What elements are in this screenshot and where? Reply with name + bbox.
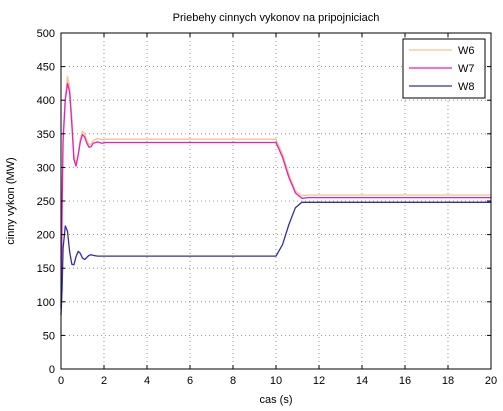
y-tick-label: 50: [43, 330, 55, 342]
x-tick-label: 12: [313, 375, 325, 387]
legend-label-w7: W7: [458, 63, 475, 75]
y-tick-label: 250: [37, 196, 55, 208]
x-tick-label: 2: [101, 375, 107, 387]
series-line-w6: [60, 76, 491, 302]
x-tick-label: 14: [356, 375, 368, 387]
x-tick-label: 16: [399, 375, 411, 387]
y-tick-label: 450: [37, 62, 55, 74]
y-tick-label: 400: [37, 95, 55, 107]
y-tick-label: 150: [37, 263, 55, 275]
x-tick-label: 10: [270, 375, 282, 387]
y-tick-label: 100: [37, 297, 55, 309]
y-tick-label: 300: [37, 162, 55, 174]
x-tick-label: 8: [230, 375, 236, 387]
y-axis-label: cinny vykon (MW): [5, 157, 17, 244]
x-axis-ticks: 0 2 4 6 8 10 12 14 16 18 20: [58, 33, 497, 387]
legend-label-w6: W6: [458, 45, 475, 57]
y-tick-label: 200: [37, 230, 55, 242]
y-tick-label: 0: [49, 364, 55, 376]
grid: [61, 33, 491, 369]
x-tick-label: 0: [58, 375, 64, 387]
y-tick-label: 350: [37, 129, 55, 141]
legend: W6 W7 W8: [402, 38, 486, 99]
x-tick-label: 20: [485, 375, 497, 387]
series-lines: [60, 76, 491, 316]
x-tick-label: 18: [442, 375, 454, 387]
x-tick-label: 6: [187, 375, 193, 387]
series-line-w7: [60, 82, 491, 309]
y-tick-label: 500: [37, 28, 55, 40]
legend-label-w8: W8: [458, 81, 475, 93]
x-axis-label: cas (s): [260, 394, 293, 406]
chart-title: Priebehy cinnych vykonov na pripojniciac…: [173, 12, 380, 24]
series-line-w8: [60, 201, 491, 316]
y-axis-ticks: 0 50 100 150 200 250 300 350 400 450 500: [37, 28, 491, 376]
x-tick-label: 4: [144, 375, 150, 387]
